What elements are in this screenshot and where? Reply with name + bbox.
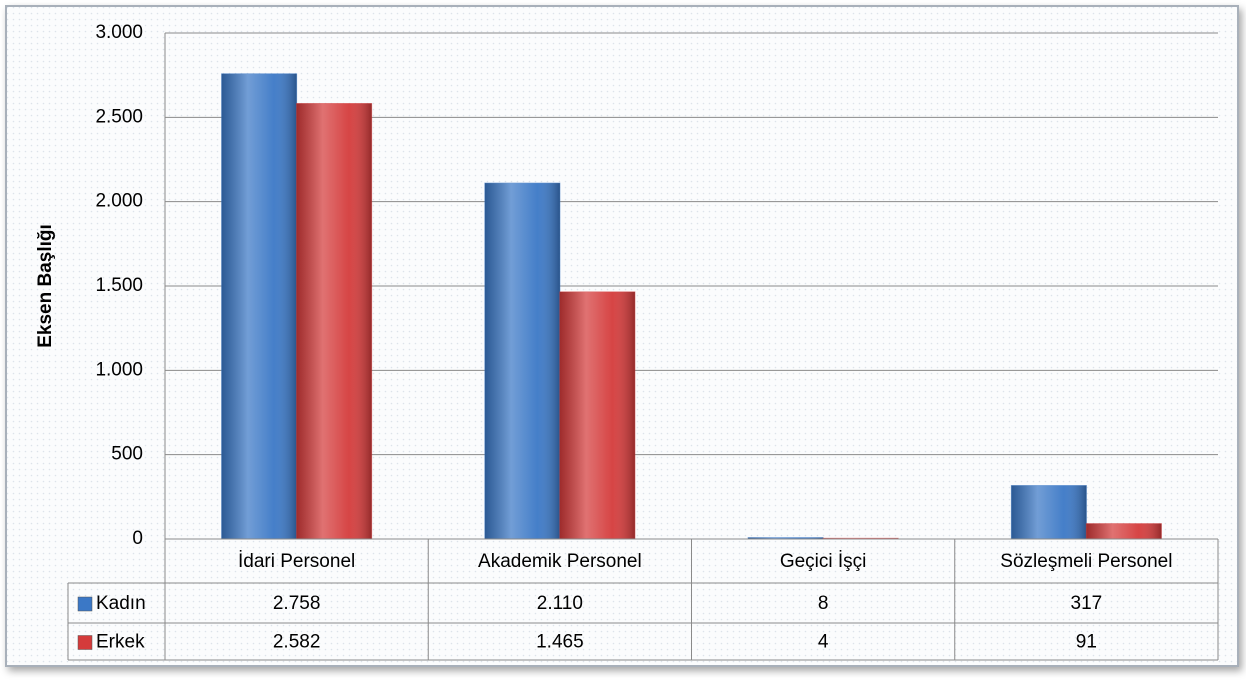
x-tick-label: Sözleşmeli Personel [1000, 551, 1172, 572]
y-axis-title: Eksen Başlığı [35, 224, 56, 348]
value-label: 1.465 [536, 632, 584, 653]
legend-label: Kadın [96, 593, 146, 614]
y-tick-label: 3.000 [95, 22, 143, 43]
y-tick-label: 0 [132, 528, 143, 549]
y-tick-label: 2.000 [95, 191, 143, 212]
bar [484, 182, 561, 540]
x-tick-label: Geçici İşçi [780, 551, 867, 572]
value-label: 2.110 [537, 593, 583, 614]
y-tick-label: 2.500 [95, 106, 143, 127]
bar [559, 291, 636, 540]
y-tick-label: 1.500 [95, 275, 143, 296]
value-label: 2.582 [273, 632, 321, 653]
y-tick-label: 500 [111, 444, 143, 465]
legend-label: Erkek [96, 632, 145, 653]
y-tick-label: 1.000 [95, 359, 143, 380]
x-tick-label: İdari Personel [238, 551, 355, 572]
legend-swatch [77, 596, 93, 612]
bar [1010, 485, 1087, 540]
value-label: 2.758 [273, 593, 321, 614]
bar [1085, 523, 1162, 540]
legend-swatch [77, 635, 93, 650]
value-label: 8 [818, 593, 829, 614]
x-tick-label: Akademik Personel [478, 551, 642, 572]
value-label: 317 [1071, 593, 1103, 614]
bar [221, 73, 298, 540]
value-label: 4 [818, 632, 829, 653]
bar [296, 103, 373, 540]
value-label: 91 [1076, 632, 1097, 653]
